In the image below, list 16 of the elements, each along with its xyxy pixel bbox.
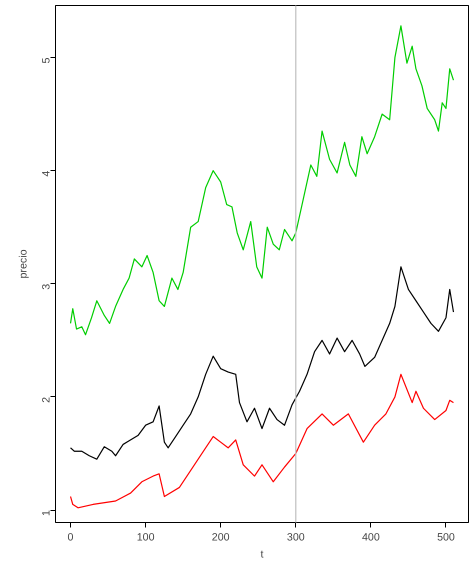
y-tick-label: 1	[40, 510, 52, 516]
line-series	[70, 25, 454, 336]
x-tick-label: 100	[136, 532, 155, 544]
y-tick-label: 2	[40, 396, 52, 403]
y-axis-title: precio	[18, 249, 30, 279]
x-tick-label: 300	[286, 532, 305, 544]
x-axis-title: t	[260, 548, 264, 560]
y-tick-label: 3	[40, 284, 52, 290]
line-series	[70, 374, 454, 508]
y-tick-label: 5	[40, 57, 52, 64]
x-tick-label: 400	[362, 532, 380, 544]
line-series	[70, 266, 454, 460]
y-tick-label: 4	[40, 170, 52, 177]
x-tick-label: 200	[212, 532, 230, 544]
x-tick-label: 500	[437, 532, 455, 544]
x-tick-label: 0	[68, 532, 74, 544]
